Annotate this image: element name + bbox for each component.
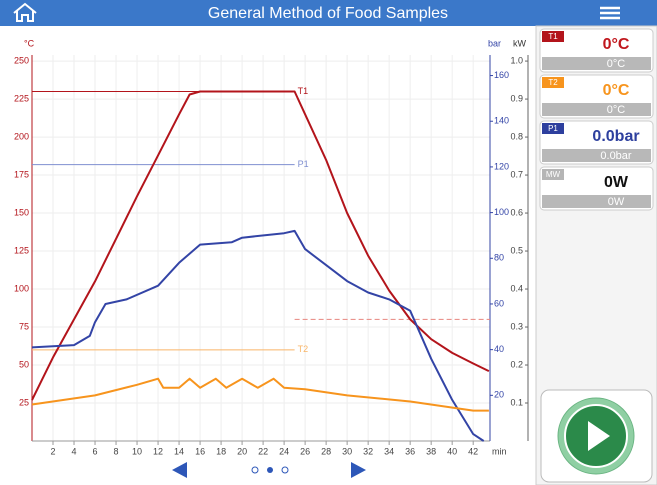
y-tick-label: 125 [14, 245, 29, 255]
x-tick-label: 38 [426, 446, 436, 456]
sensor-value: 0W [604, 174, 629, 191]
sensor-tag-bg [542, 123, 564, 134]
y-tick-label: 150 [14, 207, 29, 217]
sensor-sub: 0°C [607, 104, 626, 116]
sensor-card[interactable]: P1 0.0bar 0.0bar [539, 120, 654, 165]
y3-tick-label: 0.3 [510, 321, 523, 331]
page-dot[interactable] [267, 467, 273, 473]
y3-tick-label: 0.9 [510, 93, 523, 103]
y2-tick-label: 140 [494, 116, 509, 126]
setpoint-label: T1 [298, 86, 309, 96]
y-tick-label: 100 [14, 283, 29, 293]
y2-tick-label: 160 [494, 70, 509, 80]
home-button[interactable] [13, 2, 37, 22]
sensor-value: 0°C [603, 82, 630, 99]
y2-tick-label: 80 [494, 253, 504, 263]
sensor-value: 0.0bar [592, 128, 639, 145]
y3-tick-label: 0.6 [510, 207, 523, 217]
x-tick-label: 14 [174, 446, 184, 456]
x-tick-label: 12 [153, 446, 163, 456]
x-tick-label: 8 [114, 446, 119, 456]
y3-tick-label: 0.7 [510, 169, 523, 179]
y3-tick-label: 0.1 [510, 397, 523, 407]
y-tick-label: 50 [19, 359, 29, 369]
y2-axis-label: bar [488, 38, 501, 48]
series-line [31, 377, 489, 412]
y-tick-label: 25 [19, 397, 29, 407]
sensor-sub: 0°C [607, 58, 626, 70]
x-tick-label: 2 [51, 446, 56, 456]
y2-tick-label: 40 [494, 344, 504, 354]
y-tick-label: 75 [19, 321, 29, 331]
y-tick-label: 250 [14, 55, 29, 65]
sensor-tag-bg [542, 169, 564, 180]
y3-tick-label: 0.5 [510, 245, 523, 255]
x-tick-label: 36 [405, 446, 415, 456]
y2-tick-label: 100 [494, 207, 509, 217]
sensor-tag-bg [542, 31, 564, 42]
sensor-card[interactable]: T1 0°C 0°C [539, 28, 654, 73]
x-tick-label: 32 [363, 446, 373, 456]
play-button[interactable] [540, 389, 653, 483]
sensor-card[interactable]: T2 0°C 0°C [539, 74, 654, 119]
x-tick-label: 22 [258, 446, 268, 456]
sensor-sub: 0W [608, 196, 625, 208]
sensor-tag: T1 [548, 32, 558, 41]
y3-tick-label: 0.4 [510, 283, 523, 293]
y2-tick-label: 60 [494, 298, 504, 308]
y3-tick-label: 0.8 [510, 131, 523, 141]
x-tick-label: 34 [384, 446, 394, 456]
x-tick-label: 24 [279, 446, 289, 456]
y3-tick-label: 1.0 [510, 55, 523, 65]
y3-axis-label: kW [513, 38, 527, 48]
x-axis-label: min [492, 446, 507, 456]
y3-tick-label: 0.2 [510, 359, 523, 369]
x-tick-label: 6 [93, 446, 98, 456]
y2-tick-label: 120 [494, 161, 509, 171]
y-tick-label: 200 [14, 131, 29, 141]
setpoint-label: P1 [298, 159, 309, 169]
page-dot[interactable] [281, 466, 289, 474]
page-dot[interactable] [251, 466, 259, 474]
sensor-sub-bg [542, 149, 651, 162]
sensor-sub-bg [542, 195, 651, 208]
y2-tick-label: 20 [494, 390, 504, 400]
setpoint-label: T2 [298, 344, 309, 354]
next-arrow[interactable] [351, 462, 366, 478]
x-tick-label: 16 [195, 446, 205, 456]
x-tick-label: 18 [216, 446, 226, 456]
series-line [31, 90, 490, 401]
x-tick-label: 28 [321, 446, 331, 456]
x-tick-label: 20 [237, 446, 247, 456]
x-tick-label: 26 [300, 446, 310, 456]
sensor-card[interactable]: MW 0W 0W [539, 166, 654, 211]
sensor-tag: P1 [548, 124, 558, 133]
sensor-sub: 0.0bar [600, 150, 632, 162]
y-tick-label: 175 [14, 169, 29, 179]
x-tick-label: 10 [132, 446, 142, 456]
title: General Method of Food Samples [208, 5, 448, 22]
y-tick-label: 225 [14, 93, 29, 103]
x-tick-label: 4 [72, 446, 77, 456]
x-tick-label: 30 [342, 446, 352, 456]
prev-arrow[interactable] [172, 462, 187, 478]
sensor-tag-bg [542, 77, 564, 88]
x-tick-label: 40 [447, 446, 457, 456]
menu-button[interactable] [600, 6, 620, 20]
sensor-sub-bg [542, 103, 651, 116]
x-tick-label: 42 [468, 446, 478, 456]
sensor-value: 0°C [603, 36, 630, 53]
sensor-tag: MW [546, 170, 561, 179]
series-line [31, 229, 485, 442]
top-bar [0, 0, 657, 26]
sensor-tag: T2 [548, 78, 558, 87]
y-axis-label: °C [24, 38, 35, 48]
sensor-sub-bg [542, 57, 651, 70]
